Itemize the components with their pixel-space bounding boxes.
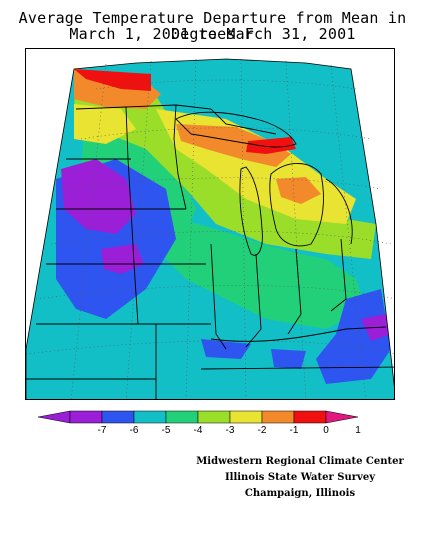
legend-swatch (293, 410, 327, 424)
legend-swatch (197, 410, 231, 424)
credit-line-2: Illinois State Water Survey (224, 472, 376, 483)
legend-swatch-min (38, 410, 71, 424)
map-outline (26, 58, 394, 399)
legend-tick-label: -6 (129, 425, 139, 436)
legend-tick-label: -3 (225, 425, 235, 436)
band-minus5-to-minus6-south2 (271, 349, 306, 369)
legend-swatch (165, 410, 199, 424)
legend-tick-label: -7 (97, 425, 107, 436)
legend-tick-label: 1 (355, 425, 361, 436)
legend-swatch (101, 410, 135, 424)
band-minus3-to-minus4 (156, 219, 366, 329)
legend-tick-label: -1 (289, 425, 299, 436)
graticule (26, 58, 394, 399)
legend-swatch-max (325, 410, 358, 424)
credit-line-3: Champaign, Illinois (244, 488, 356, 499)
state-boundaries (26, 104, 394, 399)
band-zero-to-one-nw (74, 69, 151, 91)
credit-line-1: Midwestern Regional Climate Center (196, 456, 404, 467)
legend-swatch (69, 410, 103, 424)
legend-tick-label: -2 (257, 425, 267, 436)
temperature-field (26, 59, 394, 399)
band-minus1-to-minus2-west (74, 104, 136, 144)
band-zero-to-minus1-lakes (176, 124, 291, 167)
band-zero-to-minus1-mi (276, 177, 321, 204)
band-minus6-to-minus7-north (61, 159, 136, 234)
legend-swatch (133, 410, 167, 424)
map-title-line1: Average Temperature Departure from Mean … (18, 9, 407, 43)
color-scale-legend (38, 410, 358, 424)
legend-tick-label: -5 (161, 425, 171, 436)
legend-swatch (229, 410, 263, 424)
legend-tick-label: 0 (323, 425, 329, 436)
band-zero-to-one-up (246, 137, 296, 154)
legend-swatch (261, 410, 295, 424)
map-title-line2: March 1, 2001 to March 31, 2001 (69, 25, 356, 43)
temperature-departure-map (25, 48, 395, 400)
legend-tick-label: -4 (193, 425, 203, 436)
band-minus5-to-minus6-east (316, 289, 391, 384)
